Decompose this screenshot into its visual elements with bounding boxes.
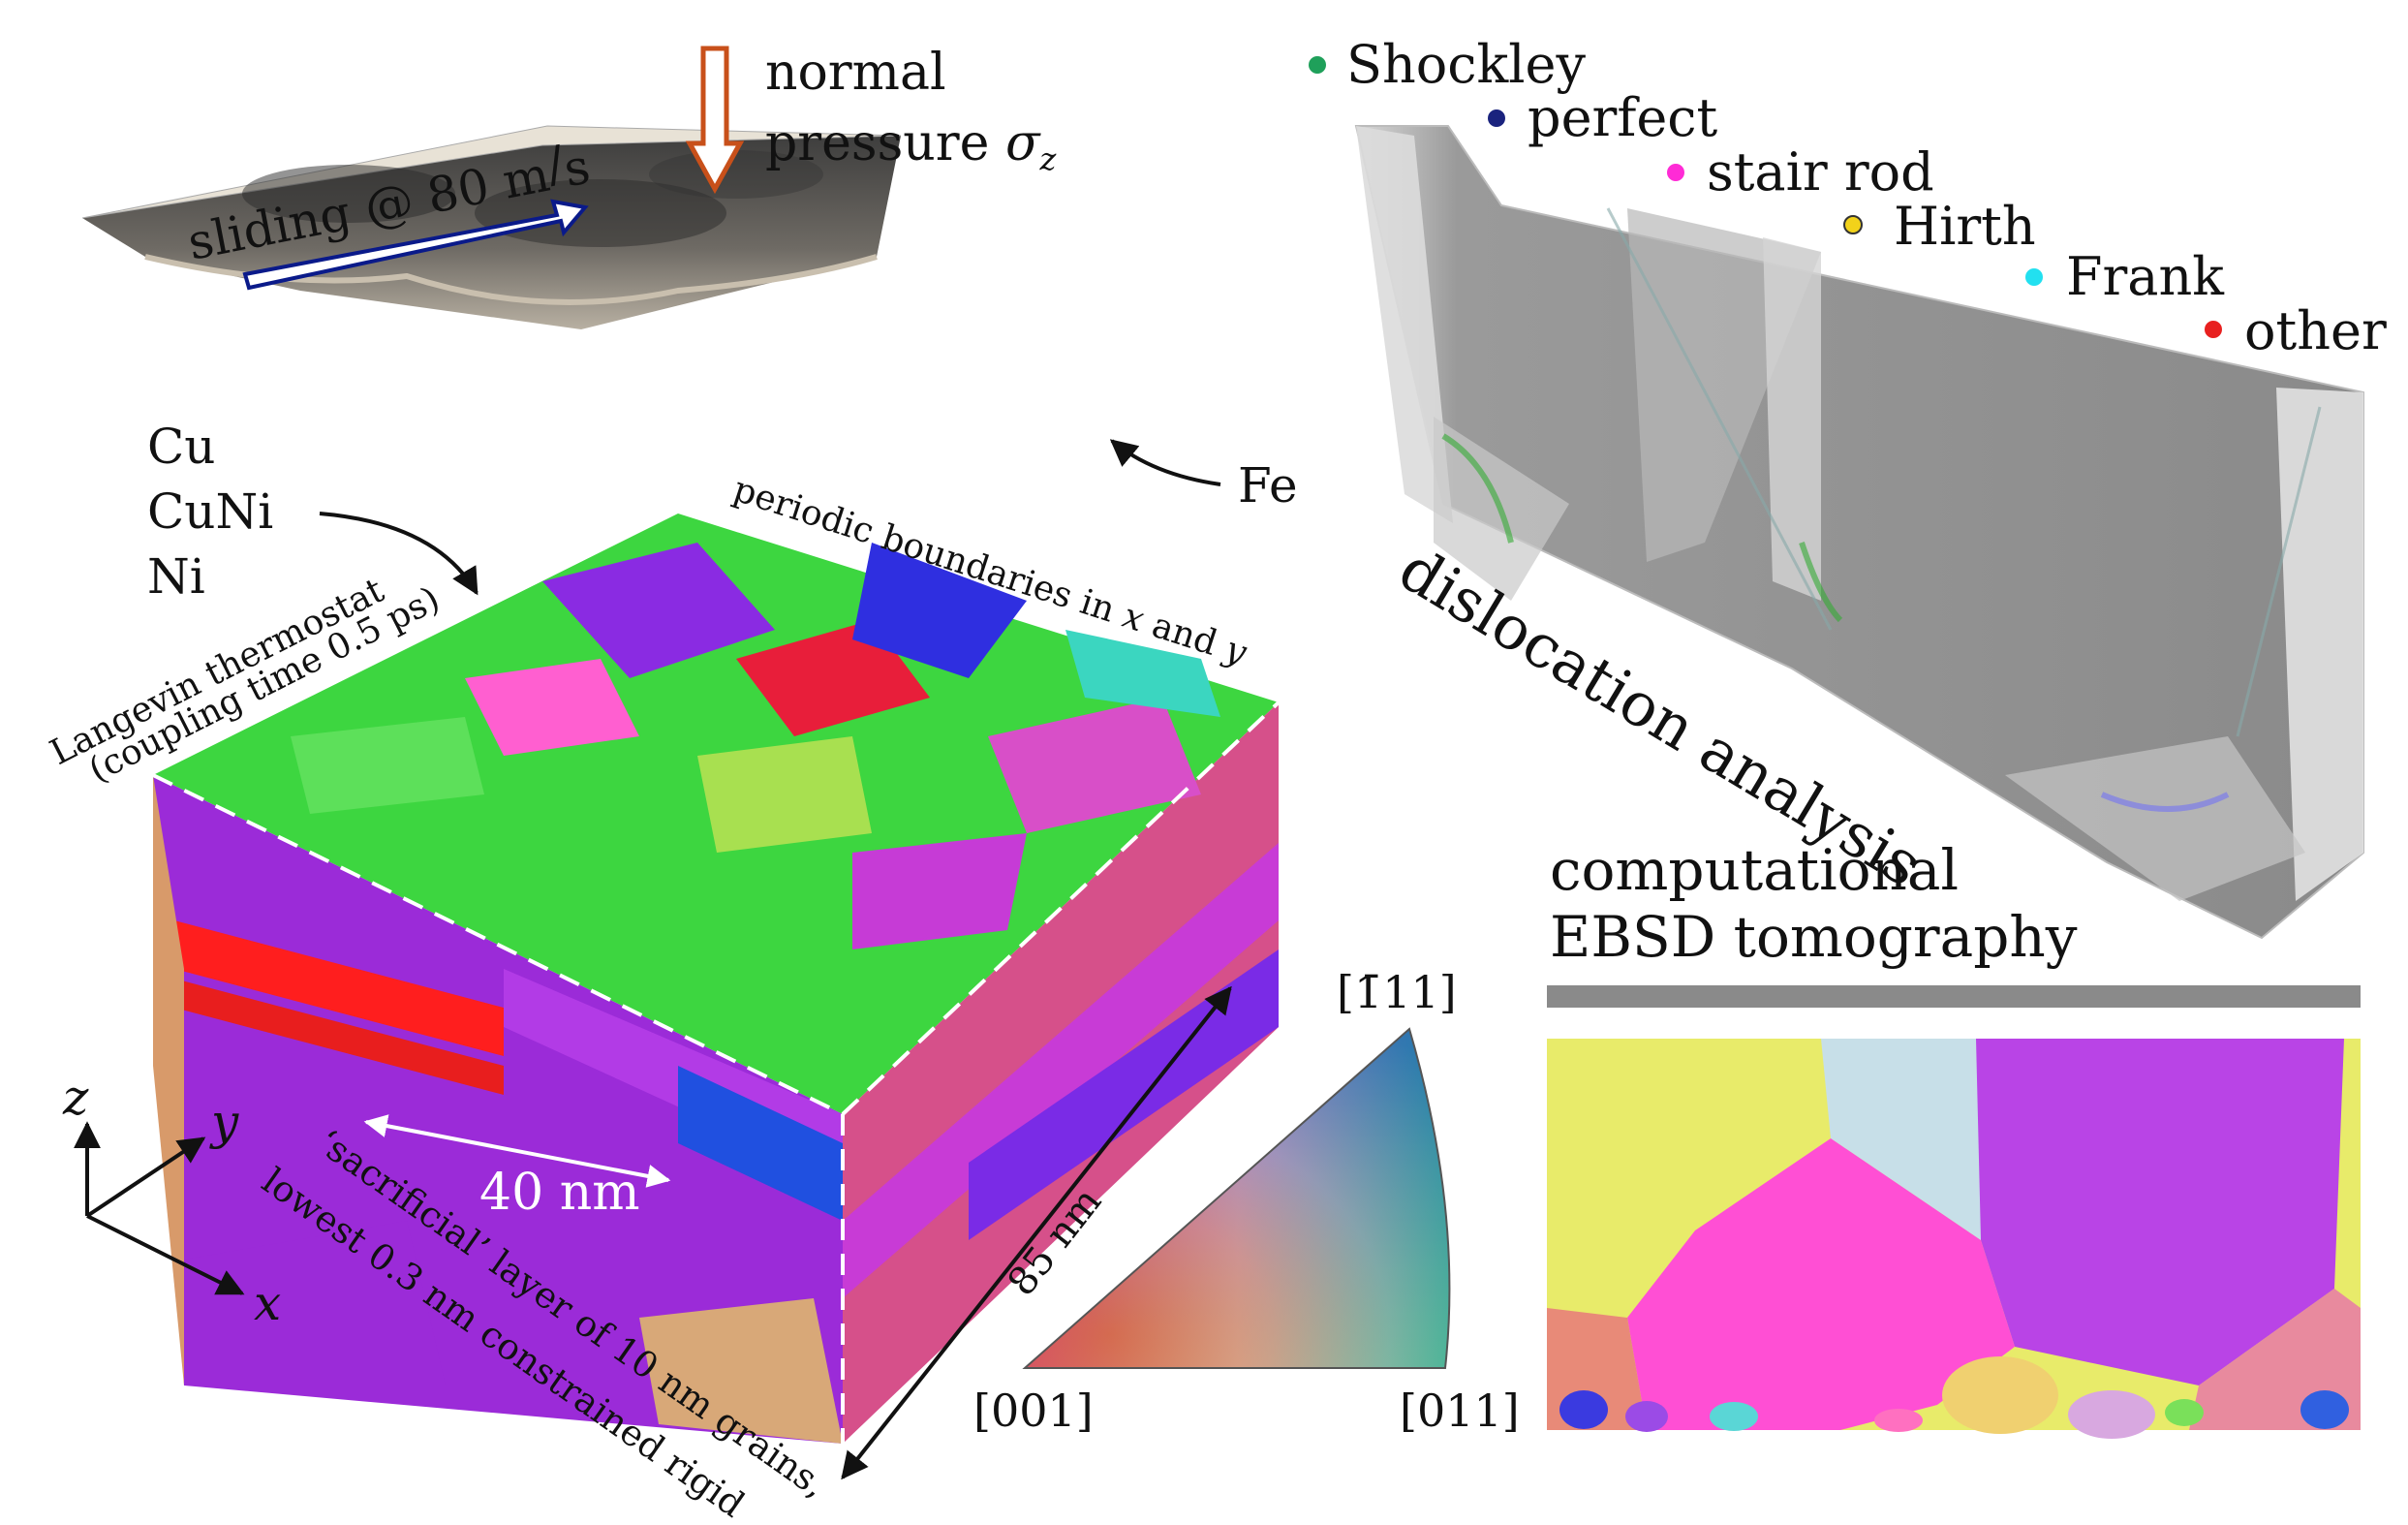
cuni-arrow	[319, 512, 479, 596]
pressure-word: pressure	[765, 114, 1005, 172]
ipf-right-label: [011]	[1400, 1385, 1520, 1437]
legend-dot-shockley	[1309, 56, 1326, 74]
ebsd-map	[1547, 985, 2361, 1439]
legend-label-stair-rod: stair rod	[1707, 141, 1934, 202]
legend-label-perfect: perfect	[1528, 87, 1718, 148]
fe-arrow	[1109, 439, 1221, 486]
material-ni: Ni	[147, 548, 205, 605]
depth-arrow	[841, 985, 1232, 1480]
coordinate-axes	[74, 1121, 245, 1295]
ipf-top-label: [1̄11]	[1337, 966, 1457, 1018]
legend-dot-perfect	[1488, 109, 1505, 127]
width-label: 40 nm	[479, 1164, 640, 1222]
axis-y-label: y	[209, 1094, 239, 1150]
pressure-line2: pressure σz	[765, 114, 1057, 177]
legend-label-other: other	[2244, 300, 2387, 361]
material-cu: Cu	[147, 419, 215, 475]
material-fe: Fe	[1238, 457, 1298, 514]
legend-label-hirth: Hirth	[1894, 196, 2036, 257]
axis-z-label: z	[62, 1070, 89, 1126]
ipf-left-label: [001]	[973, 1385, 1094, 1437]
legend-label-shockley: Shockley	[1346, 34, 1586, 95]
legend-dot-frank	[2025, 268, 2043, 286]
legend-label-frank: Frank	[2066, 246, 2225, 307]
legend-dot-other	[2205, 321, 2222, 338]
ebsd-line1: computational	[1550, 837, 1959, 903]
ipf-color-key	[1022, 1027, 1451, 1369]
axis-x-label: x	[254, 1275, 281, 1331]
pressure-arrow	[685, 46, 745, 195]
dislocation-legend: Shockley perfect stair rod Hirth Frank o…	[1309, 34, 2387, 361]
dislocation-slab	[1354, 125, 2364, 940]
legend-dot-hirth	[1843, 215, 1863, 234]
width-arrow	[363, 1114, 671, 1188]
sliding-arrow	[242, 199, 589, 291]
material-cuni: CuNi	[147, 483, 273, 540]
ebsd-line2: EBSD tomography	[1550, 904, 2078, 970]
legend-dot-stair-rod	[1667, 164, 1684, 181]
sigma-subscript: z	[1038, 140, 1057, 177]
sigma-symbol: σ	[1005, 114, 1041, 172]
pressure-line1: normal	[765, 44, 946, 102]
